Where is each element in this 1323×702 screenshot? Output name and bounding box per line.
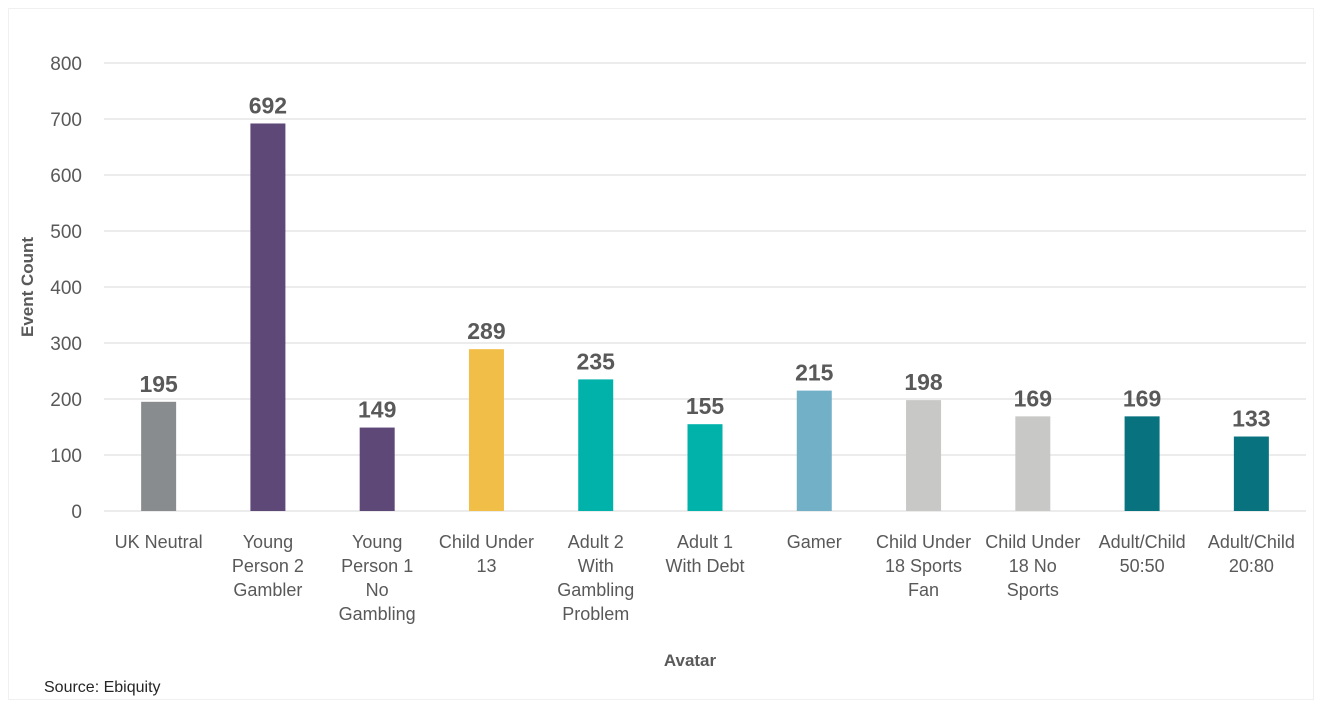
category-label-line: Person 2 [232,556,304,576]
data-label: 169 [1123,385,1161,411]
category-label: Adult/Child 50:50 [1099,532,1186,576]
category-label: Child Under 13 [439,532,534,576]
category-label-line: Adult 1 [677,532,733,552]
category-label-line: Sports [1007,580,1059,600]
data-label: 133 [1232,406,1270,432]
category-label: Child Under 18 No Sports [985,532,1080,600]
x-axis-title: Avatar [664,651,717,670]
bar [1233,436,1269,511]
gridlines [104,62,1306,512]
data-label: 235 [577,348,616,374]
x-axis-categories: UK Neutral Young Person 2 Gambler Young Perso… [115,532,1295,624]
category-label-line: Child Under [876,532,971,552]
category-label-line: Gambler [233,580,302,600]
category-label-line: Fan [908,580,939,600]
category-label-line: Gambling [557,580,634,600]
category-label-line: With [578,556,614,576]
data-label: 169 [1014,385,1052,411]
bar [250,123,286,511]
data-label: 215 [795,360,834,386]
category-label-line: 20:80 [1229,556,1274,576]
category-label-line: Adult 2 [568,532,624,552]
y-tick-label: 0 [71,502,82,523]
category-label-line: 18 No [1009,556,1057,576]
y-tick-label: 400 [50,278,82,299]
bar [1015,416,1051,511]
category-label-line: Adult/Child [1208,532,1295,552]
bar [1124,416,1160,511]
category-label: Gamer [787,532,842,552]
category-label: Young Person 1 No Gambling [339,532,416,624]
y-tick-label: 500 [50,222,82,243]
category-label-line: 18 Sports [885,556,962,576]
category-label: Child Under 18 Sports Fan [876,532,971,600]
category-label: Young Person 2 Gambler [232,532,304,600]
category-label-line: No [366,580,389,600]
category-label-line: Young [243,532,293,552]
y-tick-label: 700 [50,110,82,131]
category-label: UK Neutral [115,532,203,552]
category-label-line: Person 1 [341,556,413,576]
y-tick-label: 800 [50,54,82,75]
y-tick-label: 600 [50,166,82,187]
source-note: Source: Ebiquity [44,679,161,696]
category-label-line: Problem [562,604,629,624]
data-label: 289 [467,318,505,344]
y-axis-title: Event Count [18,237,37,337]
y-axis-ticks: 0 100 200 300 400 500 600 700 800 [50,54,82,523]
category-label-line: With Debt [665,556,744,576]
category-label-line: Gambling [339,604,416,624]
data-label: 692 [249,92,287,118]
bar [578,379,614,511]
bar [359,427,395,511]
bars [141,123,1269,511]
y-tick-label: 100 [50,446,82,467]
bar [687,424,723,511]
category-label-line: 50:50 [1120,556,1165,576]
bar [468,349,504,511]
category-label-line: Adult/Child [1099,532,1186,552]
category-label-line: 13 [476,556,496,576]
data-label: 155 [686,393,725,419]
bar [906,400,942,511]
category-label-line: Child Under [985,532,1080,552]
data-label: 149 [358,397,396,423]
category-label: Adult 2 With Gambling Problem [557,532,634,624]
category-label-line: Child Under [439,532,534,552]
category-label-line: Young [352,532,402,552]
bar [796,390,832,511]
data-label: 198 [904,369,943,395]
bar [141,401,177,511]
category-label-line: Gamer [787,532,842,552]
category-label: Adult 1 With Debt [665,532,744,576]
data-label: 195 [139,371,178,397]
y-tick-label: 200 [50,390,82,411]
data-labels: 195 692 149 289 235 155 215 198 169 169 133 [139,92,1270,431]
chart-frame [8,8,1314,700]
category-label: Adult/Child 20:80 [1208,532,1295,576]
y-tick-label: 300 [50,334,82,355]
category-label-line: UK Neutral [115,532,203,552]
